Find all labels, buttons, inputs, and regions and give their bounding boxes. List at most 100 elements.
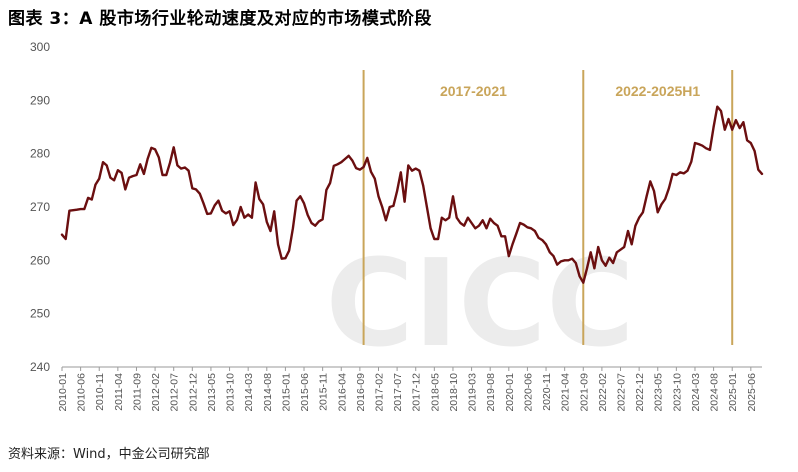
chart-title: 图表 3：A 股市场行业轮动速度及对应的市场模式阶段 — [8, 9, 432, 29]
x-tick-label: 2022-07 — [616, 373, 628, 412]
data-point — [686, 169, 689, 172]
data-point — [292, 227, 294, 230]
data-point — [742, 121, 745, 124]
data-point — [306, 214, 309, 216]
data-point — [355, 167, 357, 170]
data-point — [433, 238, 436, 240]
data-point — [191, 187, 194, 190]
data-point — [615, 251, 618, 254]
data-point — [325, 189, 328, 191]
x-tick-label: 2025-01 — [727, 373, 739, 412]
data-point — [154, 148, 157, 151]
data-point — [709, 149, 711, 151]
x-tick-label: 2025-06 — [746, 373, 758, 412]
data-point — [504, 235, 506, 238]
data-point — [336, 163, 339, 166]
x-tick-label: 2013-10 — [225, 373, 237, 412]
x-tick-label: 2021-09 — [578, 373, 590, 412]
data-point — [169, 161, 171, 164]
data-point — [143, 173, 145, 175]
data-point — [567, 259, 570, 262]
plot-area — [60, 105, 764, 284]
data-point — [318, 220, 320, 223]
data-point — [660, 203, 663, 206]
data-point — [481, 219, 484, 222]
data-point — [601, 259, 603, 262]
data-point — [753, 150, 756, 152]
data-point — [295, 199, 298, 202]
x-tick-label: 2017-12 — [411, 373, 423, 412]
x-tick-label: 2013-05 — [206, 373, 218, 412]
x-tick-label: 2024-08 — [709, 373, 721, 412]
data-point — [716, 105, 719, 108]
data-point — [120, 172, 123, 174]
data-point — [359, 168, 361, 171]
data-point — [184, 166, 186, 169]
data-point — [228, 210, 231, 213]
data-point — [206, 213, 209, 215]
data-point — [117, 169, 119, 172]
data-point — [526, 226, 529, 229]
data-point — [232, 224, 235, 227]
x-tick-label: 2023-10 — [671, 373, 683, 412]
data-point — [381, 206, 384, 208]
data-point — [556, 263, 559, 266]
data-point — [735, 119, 737, 121]
data-point — [396, 190, 398, 192]
data-point — [649, 180, 652, 183]
y-tick-label: 270 — [30, 200, 50, 214]
data-point — [139, 163, 142, 166]
x-tick-label: 2015-11 — [318, 373, 330, 411]
data-point — [128, 176, 130, 179]
data-point — [682, 172, 685, 175]
data-point — [273, 210, 276, 213]
data-point — [254, 181, 257, 184]
data-point — [493, 222, 495, 224]
data-point — [548, 251, 551, 254]
data-point — [515, 232, 518, 235]
data-point — [507, 255, 510, 257]
data-point — [217, 199, 220, 202]
data-point — [712, 126, 715, 128]
y-tick-label: 240 — [30, 360, 50, 374]
data-point — [76, 208, 78, 211]
data-point — [247, 213, 250, 216]
period-label: 2017-2021 — [440, 83, 507, 99]
data-point — [64, 238, 67, 240]
data-point — [403, 200, 406, 203]
data-point — [299, 195, 302, 198]
data-point — [500, 235, 503, 238]
data-point — [448, 216, 451, 219]
x-tick-label: 2015-06 — [299, 373, 311, 412]
x-tick-label: 2012-07 — [169, 373, 181, 412]
data-point — [236, 218, 238, 221]
x-tick-label: 2011-09 — [131, 373, 143, 411]
data-point — [180, 167, 183, 170]
data-point — [172, 146, 175, 149]
data-point — [571, 257, 573, 260]
data-point — [61, 233, 63, 236]
x-tick-label: 2014-03 — [243, 373, 255, 412]
data-point — [690, 160, 693, 163]
x-tick-label: 2023-05 — [653, 373, 665, 412]
data-point — [671, 173, 674, 175]
x-tick-label: 2010-01 — [57, 373, 69, 412]
data-point — [265, 221, 268, 223]
data-point — [563, 259, 566, 262]
data-point — [664, 198, 667, 200]
data-point — [541, 239, 544, 242]
data-point — [545, 243, 547, 246]
data-point — [157, 156, 160, 159]
x-tick-label: 2019-03 — [467, 373, 479, 412]
data-point — [251, 216, 253, 219]
y-tick-label: 260 — [30, 253, 50, 267]
data-point — [314, 224, 317, 227]
data-point — [344, 158, 346, 160]
data-point — [68, 209, 71, 212]
data-point — [444, 219, 447, 222]
data-point — [373, 177, 376, 180]
data-point — [738, 127, 741, 129]
data-point — [496, 224, 499, 227]
data-point — [578, 275, 581, 278]
